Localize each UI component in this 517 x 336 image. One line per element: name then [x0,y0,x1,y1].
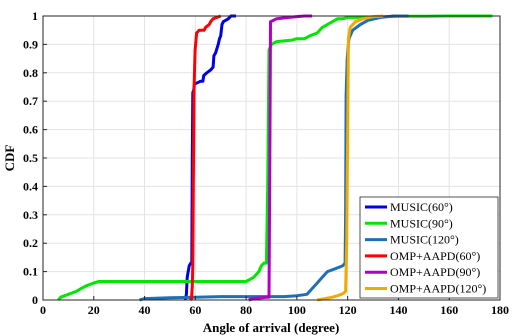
y-tick-label: 0.6 [23,123,38,137]
y-tick-labels: 0 0.1 0.2 0.3 0.4 0.5 0.6 0.7 0.8 0.9 1 [23,9,38,307]
x-axis-title: Angle of arrival (degree) [203,320,340,335]
legend-label-4: OMP+AAPD(90°) [390,265,480,279]
legend-box [359,196,499,299]
x-tick-label: 180 [491,303,509,317]
x-tick-label: 0 [40,303,46,317]
legend-label-0: MUSIC(60°) [390,200,453,214]
y-tick-label: 0.7 [23,94,38,108]
x-tick-labels: 0 20 40 60 80 100 120 140 160 180 [40,303,509,317]
series-line-2 [139,14,409,302]
y-axis-title: CDF [2,145,17,172]
legend-label-1: MUSIC(90°) [390,216,453,230]
y-tick-label: 0.3 [23,208,38,222]
x-tick-label: 100 [288,303,306,317]
y-tick-label: 1 [32,9,38,23]
x-tick-label: 160 [440,303,458,317]
x-tick-label: 140 [389,303,407,317]
legend-label-2: MUSIC(120°) [390,233,459,247]
series-line-5 [316,14,384,302]
y-tick-label: 0.4 [23,179,38,193]
x-tick-label: 20 [88,303,100,317]
legend: MUSIC(60°) MUSIC(90°) MUSIC(120°) OMP+AAPD(… [359,196,499,299]
y-tick-label: 0.8 [23,66,38,80]
x-tick-label: 40 [139,303,151,317]
legend-label-5: OMP+AAPD(120°) [390,282,486,296]
x-tick-label: 120 [339,303,357,317]
legend-label-3: OMP+AAPD(60°) [390,249,480,263]
y-tick-label: 0.9 [23,37,38,51]
x-tick-label: 80 [240,303,252,317]
y-tick-label: 0 [32,293,38,307]
series-line-3 [189,14,222,301]
x-tick-label: 60 [189,303,201,317]
y-tick-label: 0.2 [23,236,38,250]
series-line-0 [183,14,236,301]
y-tick-label: 0.1 [23,265,38,279]
y-tick-label: 0.5 [23,151,38,165]
